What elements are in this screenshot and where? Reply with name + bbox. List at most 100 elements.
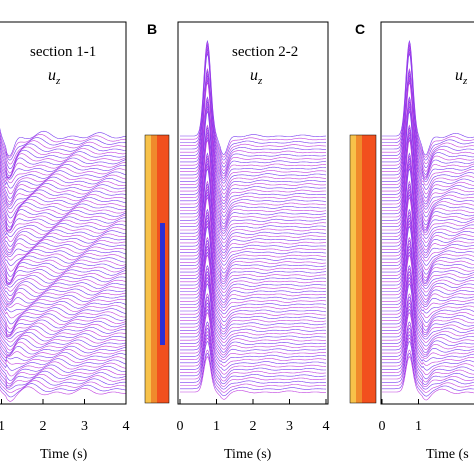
x-tick-label: 2 [250, 419, 257, 434]
panel-2-trace [180, 324, 326, 375]
x-tick-label: 0 [177, 419, 184, 434]
panel-a: section 1-1 uz 1 2 3 4 Time (s) [0, 21, 130, 462]
x-tick-label: 4 [323, 419, 330, 434]
panel-3-trace [382, 41, 474, 158]
panel-2-trace [180, 276, 327, 340]
panel-1-trace [0, 203, 126, 230]
panel-1-trace [0, 322, 126, 338]
panel-2-trace [180, 352, 326, 397]
panel-1-trace [0, 302, 126, 319]
x-tick-label: 1 [415, 419, 422, 434]
panel-1-trace [0, 143, 126, 174]
panel-b-xlabel: Time (s) [224, 447, 272, 462]
panel-1-trace [0, 367, 126, 385]
panel-2-trace [180, 273, 326, 337]
panel-1-trace [0, 206, 126, 232]
panel-1-trace [0, 380, 126, 393]
panel-1-trace [0, 299, 126, 313]
panel-2-trace [180, 327, 327, 379]
panel-3-trace [382, 330, 474, 383]
panel-2-trace [180, 349, 326, 393]
panel-1-trace [0, 355, 126, 365]
panel-c-xlabel: Time (s [426, 447, 469, 462]
panel-3-trace [382, 39, 474, 156]
panel-1-trace [0, 316, 126, 336]
panel-3-trace [382, 305, 474, 359]
panel-1-trace [0, 305, 126, 325]
panel-1-trace [0, 174, 126, 199]
panel-2-trace [180, 267, 327, 333]
panel-1-trace [0, 364, 126, 381]
x-tick-label: 0 [379, 419, 386, 434]
panel-a-frame [0, 21, 127, 405]
panel-a-xlabel: Time (s) [40, 447, 88, 462]
panel-2-trace [180, 308, 327, 364]
panel-1-trace [0, 154, 126, 179]
panel-1-trace [0, 239, 126, 258]
panel-2-trace [180, 302, 327, 358]
panel-b-component: uz [250, 67, 263, 87]
panel-1-trace [0, 220, 126, 238]
panel-1-trace [0, 160, 126, 180]
panel-2-trace [180, 283, 326, 347]
panel-b: B section 2-2 uz 0 1 2 3 4 Time (s) [144, 21, 330, 462]
panel-3-trace [382, 293, 474, 351]
panel-3-trace [382, 355, 474, 401]
panel-1-trace [0, 186, 126, 210]
panel-2-trace [180, 293, 327, 350]
panel-1-trace [0, 293, 126, 306]
panel-3-trace [382, 72, 474, 180]
panel-1-trace [0, 256, 126, 281]
panel-3-trace [382, 225, 474, 303]
panel-1-trace [0, 296, 126, 309]
panel-1-trace [0, 279, 126, 297]
panel-1-trace [0, 189, 126, 214]
panel-2-trace [180, 196, 327, 282]
panel-a-traces [0, 127, 126, 402]
panel-c-component: uz [455, 67, 468, 87]
panel-3-trace [382, 276, 474, 340]
panel-1-trace [0, 127, 126, 157]
profile-layer [350, 135, 356, 403]
panel-1-trace [0, 386, 126, 402]
panel-3-trace [382, 337, 474, 388]
panel-2-trace [180, 337, 326, 387]
panel-3-trace [382, 308, 474, 362]
profile-frame [144, 134, 170, 404]
panel-1-trace [0, 200, 126, 228]
panel-1-trace [0, 157, 126, 179]
panel-1-trace [0, 226, 126, 247]
panel-1-trace [0, 180, 126, 205]
panel-3-trace [382, 283, 474, 347]
panel-1-trace [0, 262, 126, 285]
panel-1-trace [0, 361, 126, 377]
panel-2-trace [180, 81, 326, 195]
panel-1-trace [0, 276, 126, 292]
panel-3-trace [382, 180, 474, 262]
panel-3-trace [382, 334, 474, 385]
panel-3-trace [382, 311, 474, 366]
panel-1-trace [0, 166, 126, 189]
panel-1-trace [0, 345, 126, 357]
profile-frame [349, 134, 377, 404]
panel-a-title: section 1-1 [30, 44, 96, 60]
x-tick-label: 1 [0, 419, 5, 434]
panel-3-trace [382, 46, 474, 165]
panel-1-trace [0, 163, 126, 184]
panel-3-trace [382, 68, 474, 177]
panel-3-trace [382, 139, 474, 236]
profile-layer [151, 135, 157, 403]
panel-a-xaxis: 1 2 3 4 [0, 399, 130, 434]
panel-2-trace [180, 110, 326, 217]
panel-b-traces [180, 39, 327, 400]
panel-1-trace [0, 253, 126, 277]
panel-3-trace [382, 52, 474, 175]
panel-c-traces [382, 39, 474, 401]
panel-2-trace [180, 280, 327, 343]
panel-3-trace [382, 280, 474, 343]
panel-3-trace [382, 70, 474, 179]
x-tick-label: 3 [81, 419, 88, 434]
panel-1-trace [0, 266, 126, 285]
panel-1-trace [0, 269, 126, 286]
panel-1-trace [0, 282, 126, 300]
